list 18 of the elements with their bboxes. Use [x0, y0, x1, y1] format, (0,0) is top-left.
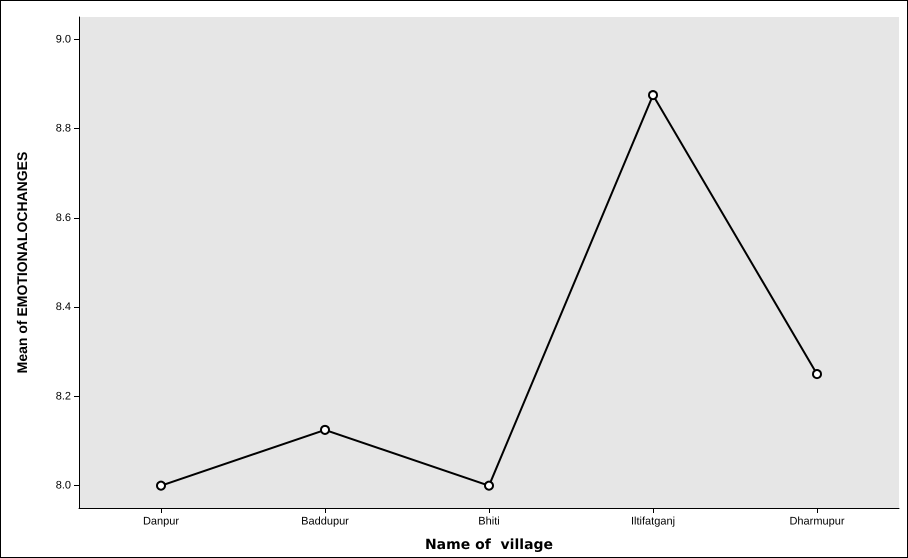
point [320, 424, 330, 435]
point [156, 480, 166, 491]
x-tick-label: Bhiti [478, 516, 500, 528]
x-tick-label: Iltifatganj [630, 516, 676, 528]
x-tick-label: Danpur [142, 516, 180, 528]
point [484, 480, 494, 491]
x-tick-label: Baddupur [301, 516, 350, 528]
y-tick-label: 8.6 [56, 212, 71, 224]
x-tick-label: Dharmupur [789, 516, 845, 528]
y-axis-title: Mean of EMOTIONALOCHANGES [14, 152, 30, 374]
y-tick-label: 9.0 [56, 33, 71, 46]
y-tick-label: 8.4 [56, 301, 71, 314]
y-tick-label: 8.8 [56, 122, 71, 135]
point [648, 90, 658, 100]
y-tick-label: 8.0 [56, 480, 71, 492]
y-tick-label: 8.2 [56, 390, 71, 402]
x-axis-title: Name of village [424, 537, 554, 553]
point [812, 369, 822, 380]
